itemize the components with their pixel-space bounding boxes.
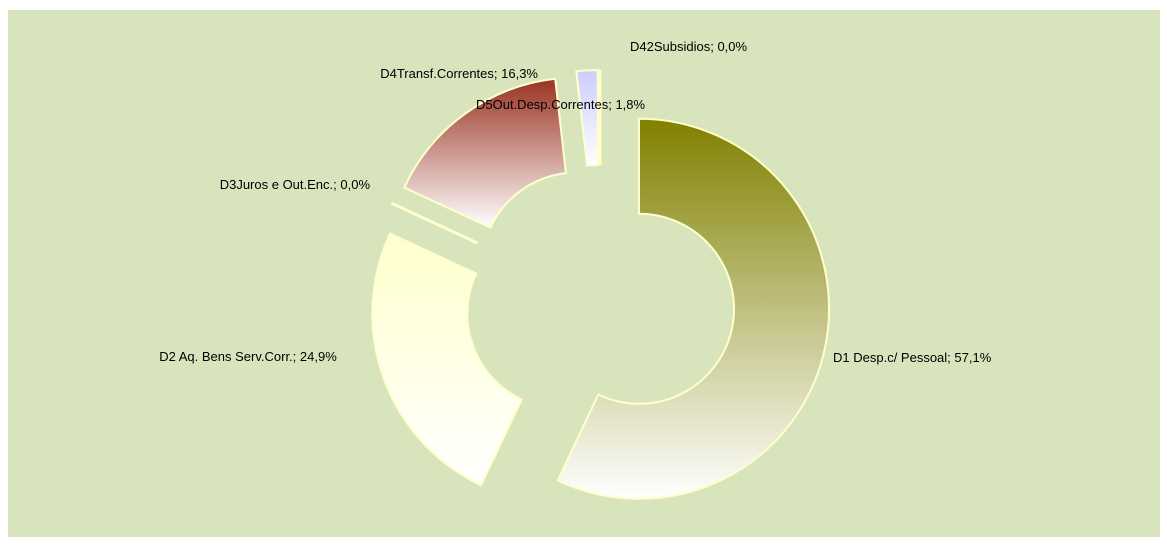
data-label: D1 Desp.c/ Pessoal; 57,1% bbox=[833, 350, 992, 365]
data-label: D42Subsidios; 0,0% bbox=[630, 39, 748, 54]
data-label: D3Juros e Out.Enc.; 0,0% bbox=[219, 177, 370, 192]
slice bbox=[556, 117, 830, 500]
slice bbox=[371, 232, 524, 487]
data-label: D4Transf.Correntes; 16,3% bbox=[380, 66, 538, 81]
slice bbox=[390, 201, 479, 245]
slice bbox=[402, 77, 568, 229]
slice bbox=[575, 69, 599, 167]
data-label: D5Out.Desp.Correntes; 1,8% bbox=[476, 97, 646, 112]
data-label: D2 Aq. Bens Serv.Corr.; 24,9% bbox=[159, 349, 337, 364]
